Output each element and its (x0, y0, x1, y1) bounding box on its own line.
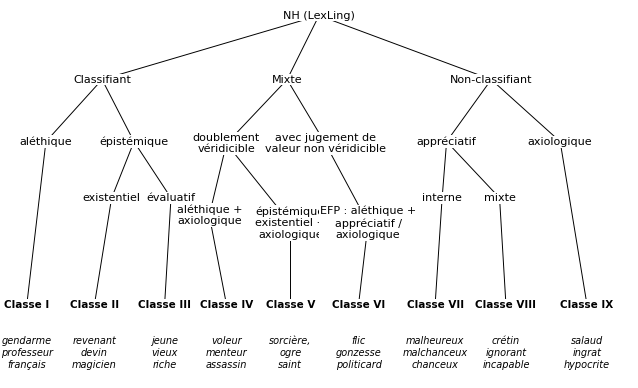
Text: épistémique: épistémique (100, 136, 168, 147)
Text: sorcière,
ogre
saint: sorcière, ogre saint (269, 336, 311, 370)
Text: aléthique: aléthique (20, 136, 72, 147)
Text: existentiel: existentiel (83, 193, 140, 203)
Text: Mixte: Mixte (272, 74, 302, 85)
Text: flic
gonzesse
politicard: flic gonzesse politicard (336, 336, 382, 370)
Text: mixte: mixte (484, 193, 516, 203)
Text: axiologique: axiologique (528, 137, 593, 147)
Text: voleur
menteur
assassin: voleur menteur assassin (205, 336, 248, 370)
Text: Non-classifiant: Non-classifiant (450, 74, 533, 85)
Text: Classifiant: Classifiant (73, 74, 131, 85)
Text: aléthique +
axiologique: aléthique + axiologique (177, 204, 242, 226)
Text: évaluatif: évaluatif (147, 193, 195, 203)
Text: Classe VIII: Classe VIII (475, 300, 537, 310)
Text: Classe IX: Classe IX (560, 300, 614, 310)
Text: crétin
ignorant
incapable: crétin ignorant incapable (482, 336, 530, 370)
Text: NH (LexLing): NH (LexLing) (283, 10, 355, 21)
Text: Classe I: Classe I (4, 300, 49, 310)
Text: salaud
ingrat
hypocrite: salaud ingrat hypocrite (564, 336, 610, 370)
Text: Classe VI: Classe VI (332, 300, 385, 310)
Text: Classe II: Classe II (70, 300, 119, 310)
Text: gendarme
professeur
français: gendarme professeur français (1, 336, 53, 370)
Text: malheureux
malchanceux
chanceux: malheureux malchanceux chanceux (403, 336, 468, 370)
Text: Classe IV: Classe IV (200, 300, 253, 310)
Text: EFP : aléthique +
appréciatif /
axiologique: EFP : aléthique + appréciatif / axiologi… (320, 206, 416, 240)
Text: appréciatif: appréciatif (417, 136, 477, 147)
Text: revenant
devin
magicien: revenant devin magicien (72, 336, 117, 370)
Text: doublement
véridicible: doublement véridicible (193, 133, 260, 154)
Text: Classe III: Classe III (138, 300, 191, 310)
Text: jeune
vieux
riche: jeune vieux riche (151, 336, 178, 370)
Text: Classe VII: Classe VII (406, 300, 464, 310)
Text: interne: interne (422, 193, 462, 203)
Text: Classe V: Classe V (265, 300, 315, 310)
Text: épistémique
existentiel +
axiologique: épistémique existentiel + axiologique (255, 206, 326, 240)
Text: avec jugement de
valeur non véridicible: avec jugement de valeur non véridicible (265, 133, 386, 154)
